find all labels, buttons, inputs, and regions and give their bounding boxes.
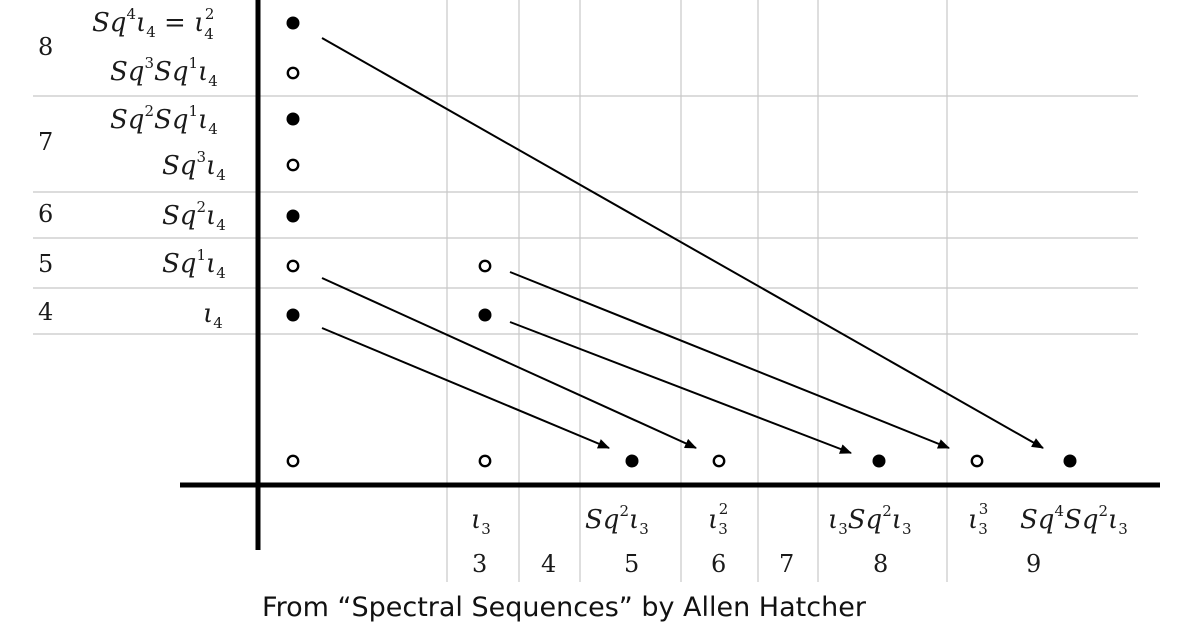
differential-arrow <box>509 321 852 454</box>
hollow-dot <box>712 454 726 468</box>
base-degree-label: 6 <box>711 550 726 578</box>
filled-dot <box>286 16 300 30</box>
fiber-class-label-sq1-iota4: Sq1ι4 <box>162 246 226 282</box>
base-degree-label: 7 <box>779 550 794 578</box>
base-class-label-iota3-cubed: ι33 <box>968 500 988 538</box>
source-caption: From “Spectral Sequences” by Allen Hatch… <box>262 592 867 623</box>
base-degree-label: 3 <box>472 550 487 578</box>
grid <box>33 0 1138 582</box>
fiber-class-labels: Sq4ι4 = ι42 Sq3Sq1ι4 Sq2Sq1ι4 Sq3ι4 Sq2ι… <box>92 5 226 332</box>
fiber-class-label-iota4: ι4 <box>203 299 223 332</box>
base-class-labels: ι3 Sq2ι3 ι32 ι3Sq2ι3 ι33 Sq4Sq2ι3 <box>471 500 1128 538</box>
base-degree-label: 8 <box>873 550 888 578</box>
fiber-class-label-sq2-iota4: Sq2ι4 <box>162 198 226 234</box>
filled-dot <box>478 308 492 322</box>
base-degree-label: 5 <box>624 550 639 578</box>
fiber-degree-label: 7 <box>38 128 53 156</box>
column-3-dots <box>478 259 492 322</box>
fiber-degree-labels: 8 7 6 5 4 <box>38 33 53 326</box>
differential-arrow <box>509 271 950 449</box>
filled-dot <box>872 454 886 468</box>
hollow-dot <box>478 454 492 468</box>
base-degree-label: 9 <box>1026 550 1041 578</box>
base-class-label-sq4-sq2-iota3: Sq4Sq2ι3 <box>1020 502 1128 538</box>
fiber-degree-label: 5 <box>38 250 53 278</box>
bottom-row-dots <box>286 454 1077 468</box>
fiber-class-label-sq2sq1-iota4: Sq2Sq1ι4 <box>110 102 218 138</box>
filled-dot <box>286 112 300 126</box>
base-degree-label: 4 <box>541 550 556 578</box>
hollow-dot <box>970 454 984 468</box>
fiber-class-label-sq3-iota4: Sq3ι4 <box>162 148 226 184</box>
fiber-degree-label: 6 <box>38 200 53 228</box>
hollow-dot <box>286 66 300 80</box>
fiber-class-label-sq3sq1-iota4: Sq3Sq1ι4 <box>110 54 218 90</box>
filled-dot <box>286 209 300 223</box>
base-class-label-iota3-sq2-iota3: ι3Sq2ι3 <box>828 502 912 538</box>
hollow-dot <box>286 454 300 468</box>
differential-arrow <box>321 37 1044 449</box>
hollow-dot <box>286 158 300 172</box>
filled-dot <box>1063 454 1077 468</box>
hollow-dot <box>478 259 492 273</box>
differential-arrows <box>321 37 1044 454</box>
filled-dot <box>286 308 300 322</box>
differential-arrow <box>321 277 697 449</box>
fiber-degree-label: 8 <box>38 33 53 61</box>
filled-dot <box>625 454 639 468</box>
differential-arrow <box>321 327 610 449</box>
base-class-label-iota3-squared: ι32 <box>708 500 728 538</box>
fiber-class-label-sq4-iota4: Sq4ι4 = ι42 <box>92 5 214 43</box>
base-degree-labels: 3 4 5 6 7 8 9 <box>472 550 1041 578</box>
fiber-column-dots <box>286 16 300 322</box>
base-class-label-iota3: ι3 <box>471 505 491 538</box>
base-class-label-sq2-iota3: Sq2ι3 <box>585 502 649 538</box>
fiber-degree-label: 4 <box>38 298 53 326</box>
hollow-dot <box>286 259 300 273</box>
